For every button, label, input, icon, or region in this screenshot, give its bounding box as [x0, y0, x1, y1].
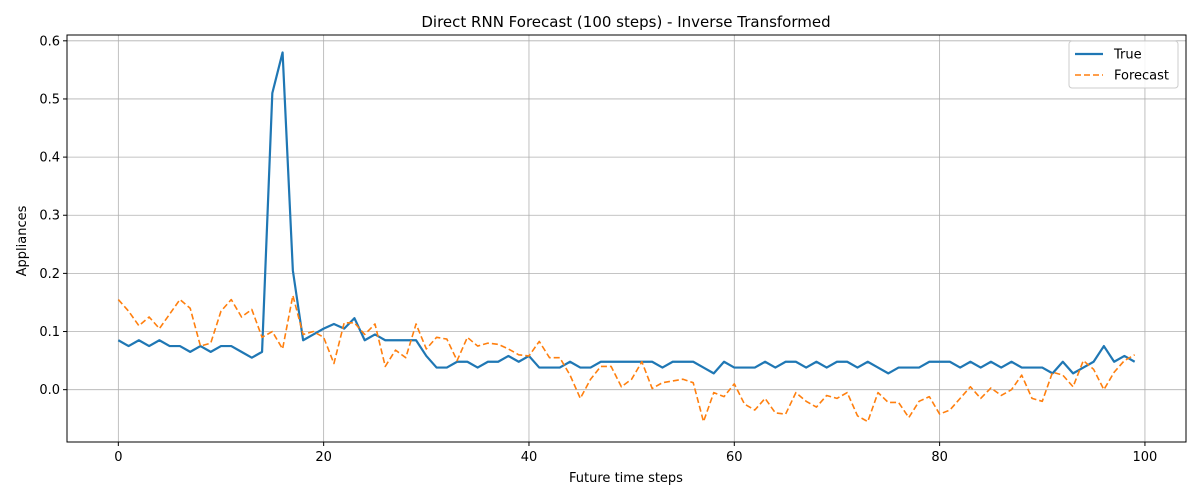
series-line-true [117, 51, 1136, 375]
x-tick-label: 20 [315, 450, 332, 465]
x-tick-label: 80 [931, 450, 948, 465]
y-tick-label: 0.0 [39, 383, 60, 398]
legend: True Forecast [1068, 40, 1179, 89]
legend-label-forecast: Forecast [1114, 69, 1169, 84]
y-axis-ticks: 0.0 0.1 0.2 0.3 0.4 0.5 0.6 [39, 34, 67, 398]
x-tick-label: 40 [521, 450, 538, 465]
x-tick-label: 60 [726, 450, 743, 465]
series-line-forecast [117, 294, 1136, 423]
y-tick-label: 0.1 [39, 325, 60, 340]
y-tick-label: 0.2 [39, 267, 60, 282]
grid-lines [67, 35, 1186, 442]
chart-title: Direct RNN Forecast (100 steps) - Invers… [421, 13, 830, 31]
legend-label-true: True [1113, 48, 1142, 63]
x-tick-label: 0 [114, 450, 122, 465]
y-tick-label: 0.4 [39, 151, 60, 166]
y-tick-label: 0.6 [39, 34, 60, 49]
plot-area-frame [66, 34, 1187, 443]
y-tick-label: 0.3 [39, 209, 60, 224]
legend-box [1068, 40, 1179, 89]
series-lines [117, 51, 1136, 423]
x-axis-label: Future time steps [569, 471, 683, 486]
y-axis-label: Appliances [15, 205, 30, 276]
y-tick-label: 0.5 [39, 92, 60, 107]
x-axis-ticks: 0 20 40 60 80 100 [114, 442, 1157, 465]
x-tick-label: 100 [1133, 450, 1158, 465]
